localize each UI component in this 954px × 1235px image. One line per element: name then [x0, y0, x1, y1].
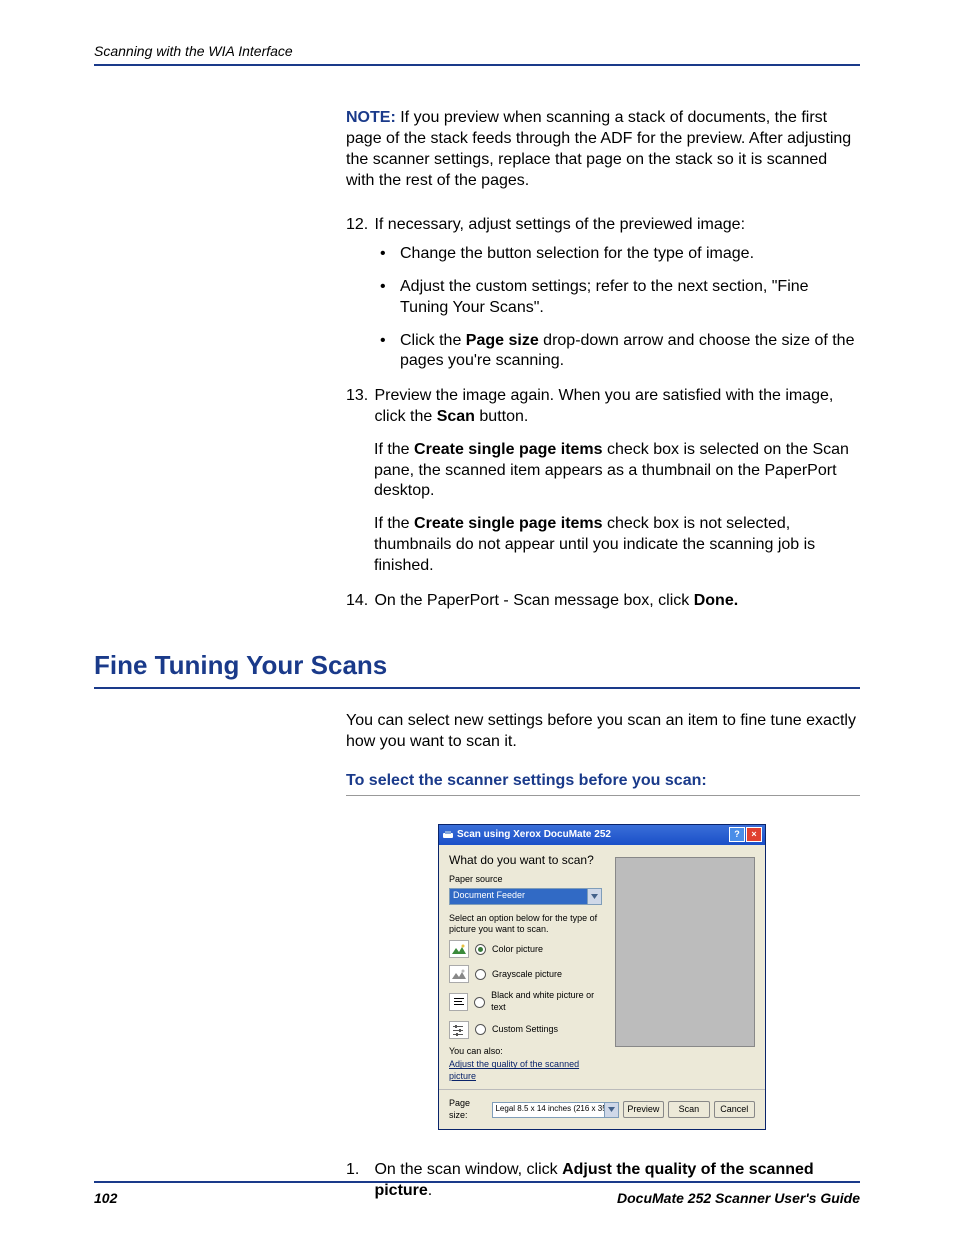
also-text: You can also: [449, 1046, 605, 1058]
page-size-label: Page size: [449, 1098, 488, 1121]
paper-source-dropdown[interactable]: Document Feeder [449, 888, 602, 905]
step-text: If necessary, adjust settings of the pre… [374, 215, 858, 236]
preview-button[interactable]: Preview [623, 1101, 664, 1119]
paragraph: If the Create single page items check bo… [374, 514, 860, 576]
option-custom[interactable]: Custom Settings [449, 1021, 605, 1039]
bullet-item: Change the button selection for the type… [372, 244, 860, 265]
note-block: NOTE: If you preview when scanning a sta… [346, 108, 860, 191]
section-heading: Fine Tuning Your Scans [94, 649, 860, 689]
text: On the scan window, click [374, 1161, 562, 1178]
help-button[interactable]: ? [729, 827, 745, 842]
option-grayscale[interactable]: Grayscale picture [449, 965, 605, 983]
bold-text: Scan [437, 408, 475, 425]
page-number: 102 [94, 1189, 117, 1207]
text: If the [374, 441, 414, 458]
cancel-button[interactable]: Cancel [714, 1101, 755, 1119]
step-number: 12. [346, 215, 370, 236]
page-size-dropdown[interactable]: Legal 8.5 x 14 inches (216 x 356 [492, 1102, 618, 1118]
text: button. [475, 408, 528, 425]
option-label: Color picture [492, 944, 543, 956]
color-picture-icon [449, 940, 469, 958]
running-header: Scanning with the WIA Interface [94, 42, 860, 66]
step-13: 13. Preview the image again. When you ar… [346, 386, 860, 428]
bullet-list: Change the button selection for the type… [372, 244, 860, 372]
step-12: 12. If necessary, adjust settings of the… [346, 215, 860, 236]
note-text: If you preview when scanning a stack of … [346, 109, 851, 188]
note-label: NOTE: [346, 109, 396, 126]
intro-text: You can select new settings before you s… [346, 711, 860, 753]
instruction-text: Select an option below for the type of p… [449, 913, 605, 935]
radio[interactable] [475, 944, 486, 955]
sub-heading: To select the scanner settings before yo… [346, 771, 860, 796]
text: On the PaperPort - Scan message box, cli… [374, 592, 693, 609]
scan-dialog: Scan using Xerox DocuMate 252 ? × What d… [438, 824, 766, 1131]
text: If the [374, 515, 414, 532]
grayscale-picture-icon [449, 965, 469, 983]
option-label: Grayscale picture [492, 969, 562, 981]
chevron-down-icon [587, 889, 601, 904]
preview-area [615, 857, 755, 1047]
step-14: 14. On the PaperPort - Scan message box,… [346, 591, 860, 612]
titlebar[interactable]: Scan using Xerox DocuMate 252 ? × [439, 825, 765, 845]
option-bw[interactable]: Black and white picture or text [449, 990, 605, 1013]
radio[interactable] [474, 997, 485, 1008]
step-number: 1. [346, 1160, 370, 1181]
bullet-item: Adjust the custom settings; refer to the… [372, 277, 860, 319]
radio[interactable] [475, 969, 486, 980]
step-number: 13. [346, 386, 370, 407]
bold-text: Page size [466, 332, 539, 349]
scan-button[interactable]: Scan [668, 1101, 709, 1119]
bold-text: Done. [694, 592, 738, 609]
option-color[interactable]: Color picture [449, 940, 605, 958]
radio[interactable] [475, 1024, 486, 1035]
chevron-down-icon [604, 1103, 618, 1117]
option-label: Black and white picture or text [491, 990, 605, 1013]
adjust-quality-link[interactable]: Adjust the quality of the scanned pictur… [449, 1059, 605, 1082]
bold-text: Create single page items [414, 441, 603, 458]
bullet-item: Click the Page size drop-down arrow and … [372, 331, 860, 373]
dialog-heading: What do you want to scan? [449, 853, 605, 869]
text-icon [449, 993, 468, 1011]
close-button[interactable]: × [746, 827, 762, 842]
option-label: Custom Settings [492, 1024, 558, 1036]
paper-source-label: Paper source [449, 874, 605, 886]
footer-title: DocuMate 252 Scanner User's Guide [617, 1189, 860, 1207]
step-number: 14. [346, 591, 370, 612]
text: Click the [400, 332, 466, 349]
page-footer: 102 DocuMate 252 Scanner User's Guide [94, 1181, 860, 1207]
dialog-title: Scan using Xerox DocuMate 252 [457, 828, 728, 841]
bold-text: Create single page items [414, 515, 603, 532]
custom-settings-icon [449, 1021, 469, 1039]
scanner-icon [442, 829, 454, 841]
dropdown-value: Document Feeder [453, 890, 525, 902]
dropdown-value: Legal 8.5 x 14 inches (216 x 356 [495, 1104, 611, 1114]
paragraph: If the Create single page items check bo… [374, 440, 860, 502]
